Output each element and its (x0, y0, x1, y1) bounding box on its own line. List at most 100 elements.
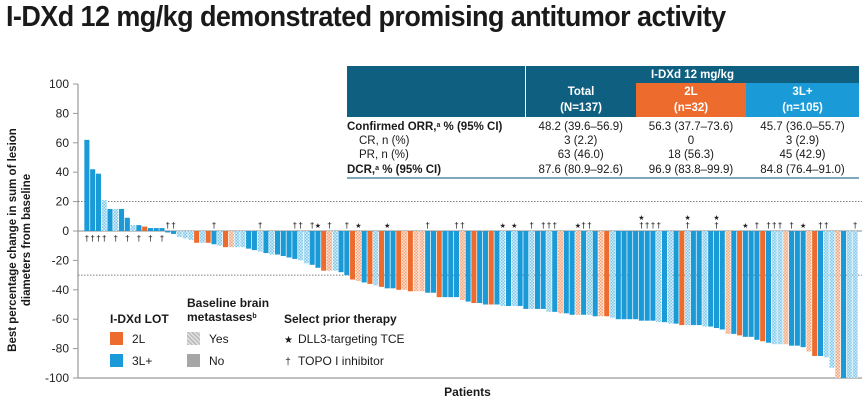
bar-patient (777, 231, 783, 345)
cell-3l: 3 (2.9) (785, 135, 820, 147)
bar-patient (303, 231, 309, 264)
legend-brain-title: Baseline brain metastasesb (187, 296, 270, 324)
bar-patient (511, 231, 517, 306)
bar-patient (673, 231, 679, 324)
bar-patient (130, 225, 136, 231)
star-icon: ★ (284, 335, 293, 346)
y-tick-label: -100 (45, 371, 69, 385)
dagger-icon: † (327, 221, 331, 230)
bar-patient (817, 231, 823, 356)
bar-patient (789, 231, 795, 346)
dagger-icon: † (686, 221, 690, 230)
bar-patient (361, 231, 367, 283)
star-icon: ★ (800, 222, 806, 230)
bar-patient (113, 208, 119, 231)
bar-patient (471, 231, 477, 304)
bar-patient (465, 231, 471, 302)
page-title: I-DXd 12 mg/kg demonstrated promising an… (6, 1, 726, 33)
dagger-icon: † (824, 221, 828, 230)
dagger-icon: † (102, 234, 106, 243)
bar-patient (633, 231, 639, 320)
bar-patient (430, 231, 436, 293)
col-header-total: Total (N=137) (525, 83, 636, 117)
bar-patient (205, 231, 211, 243)
table-corner (347, 66, 526, 117)
bar-patient (488, 231, 494, 305)
star-icon: ★ (713, 214, 719, 222)
bar-patient (101, 200, 107, 231)
bar-patient (84, 139, 90, 231)
bar-patient (384, 231, 390, 289)
legend-item-topo: † TOPO I inhibitor (285, 354, 384, 368)
y-tick-label: -20 (52, 253, 70, 267)
star-icon: ★ (684, 214, 690, 222)
bar-patient (702, 231, 708, 327)
dagger-icon: † (455, 221, 459, 230)
dagger-icon: † (299, 221, 303, 230)
dagger-icon: † (426, 221, 430, 230)
bar-patient (685, 231, 691, 326)
col-total-label: Total (567, 86, 595, 98)
dagger-icon: † (212, 221, 216, 230)
y-tick-label: -60 (52, 312, 70, 326)
y-tick-label: 100 (49, 77, 69, 91)
bar-patient (326, 231, 333, 271)
dagger-icon: † (460, 221, 464, 230)
cell-total: 48.2 (39.6–56.9) (538, 120, 623, 133)
bar-patient (719, 231, 725, 330)
bar-patient (517, 231, 523, 306)
swatch-3l (110, 354, 123, 367)
bar-patient (350, 231, 356, 280)
dagger-icon: † (293, 221, 297, 230)
bar-patient (529, 231, 535, 309)
col-header-2l: 2L (n=32) (636, 83, 746, 117)
legend-item-3l: 3L+ (110, 354, 152, 368)
dagger-icon: † (160, 234, 164, 243)
bar-patient (482, 231, 488, 305)
results-table: I-DXd 12 mg/kg Total (N=137) 2L (n=32) 3… (347, 66, 859, 179)
dagger-icon: † (172, 221, 176, 230)
bar-patient (228, 231, 234, 248)
bar-patient (234, 231, 240, 248)
bar-patient (124, 217, 130, 231)
legend-lot-title: I-DXd LOT (110, 312, 169, 326)
dagger-icon: † (657, 221, 661, 230)
cell-2l: 56.3 (37.7–73.6) (648, 120, 734, 133)
dagger-icon: † (91, 234, 95, 243)
bar-patient (598, 231, 604, 317)
legend-item-yes: Yes (187, 332, 229, 346)
bar-patient (852, 231, 858, 378)
bar-patient (142, 226, 148, 231)
bar-patient (338, 231, 344, 273)
bar-patient (713, 231, 720, 329)
bar-patient (321, 231, 327, 271)
bar-patient (621, 231, 627, 320)
bar-patient (477, 231, 483, 304)
star-icon: ★ (638, 214, 644, 222)
bar-patient (708, 231, 714, 327)
bar-patient (194, 231, 200, 243)
swatch-hatched (187, 332, 200, 345)
bar-patient (586, 231, 592, 315)
bar-patient (459, 231, 465, 301)
dagger-icon: † (137, 234, 141, 243)
bar-patient (800, 231, 806, 348)
bar-patient (690, 231, 696, 326)
cell-3l: 84.8 (76.4–91.0) (746, 162, 859, 179)
bar-patient (650, 231, 656, 321)
bar-patient (731, 231, 737, 334)
dagger-icon: † (714, 221, 718, 230)
dagger-icon: † (755, 221, 759, 230)
bar-patient (355, 231, 361, 281)
cell-3l: 45.7 (36.0–55.7) (760, 120, 845, 133)
dagger-icon: † (790, 221, 794, 230)
bar-patient (170, 231, 177, 234)
bar-patient (390, 231, 396, 289)
row-label: PR, n (%) (359, 149, 409, 161)
col-2l-n: (n=32) (673, 102, 709, 114)
legend-item-2l: 2L (110, 332, 145, 346)
bar-patient (90, 169, 96, 231)
col-3l-label: 3L+ (792, 86, 813, 98)
dagger-icon: † (85, 234, 89, 243)
dagger-icon: † (148, 234, 152, 243)
